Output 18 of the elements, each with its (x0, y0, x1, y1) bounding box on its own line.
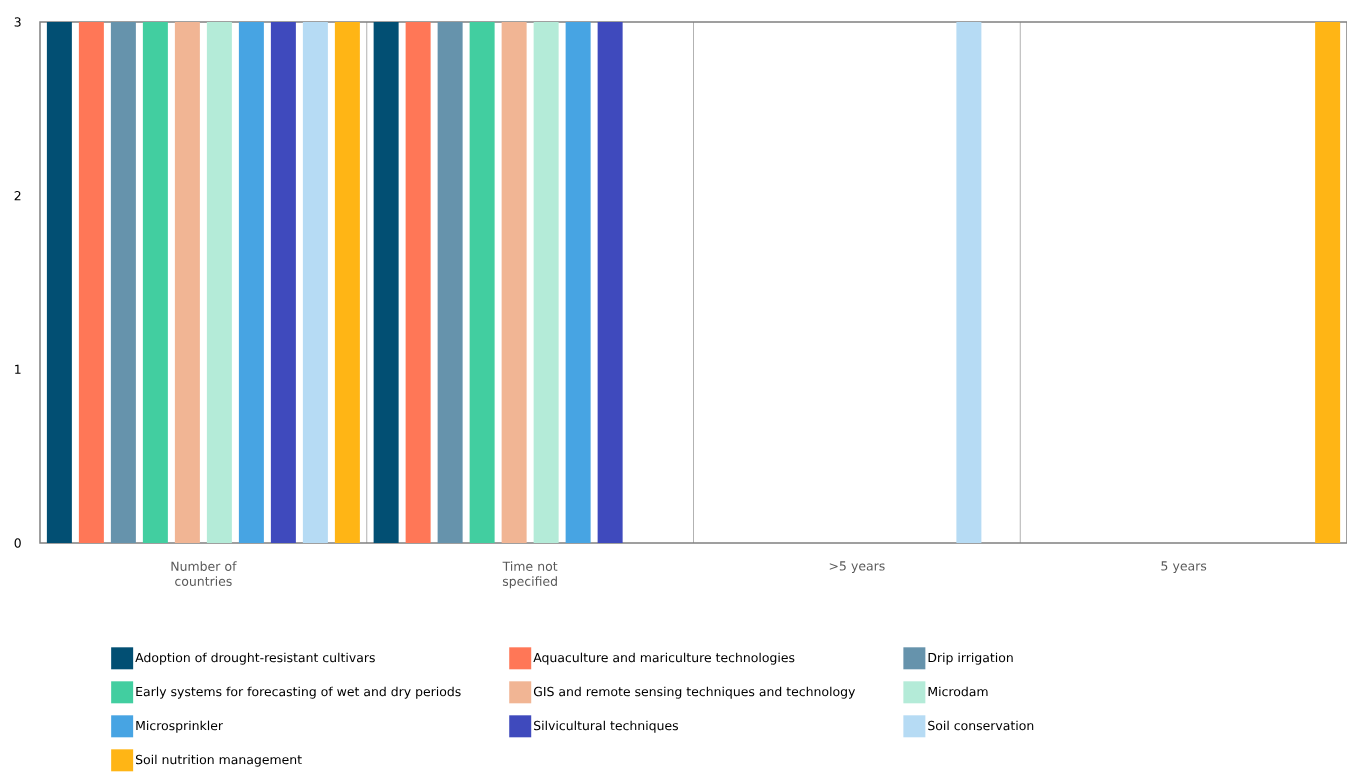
x-tick-label: >5 years (829, 561, 885, 574)
x-tick-label: Time not specified (502, 561, 558, 589)
legend-label: Aquaculture and mariculture technologies (533, 652, 795, 665)
y-tick-label: 1 (15, 364, 21, 374)
legend-label: Soil conservation (928, 720, 1034, 731)
x-tick-label: Number of countries (171, 561, 237, 586)
y-tick-label: 3 (14, 17, 21, 27)
legend-label: Drip irrigation (928, 652, 1013, 665)
legend-label: Microdam (928, 686, 988, 697)
y-tick-label: 0 (14, 538, 21, 548)
legend-label: Microsprinkler (136, 720, 224, 733)
legend-label: Early systems for forecasting of wet and dry periods (136, 686, 461, 699)
legend-label: Adoption of drought-resistant cultivars (135, 652, 375, 665)
x-tick-label: 5 years (1161, 561, 1207, 574)
legend-label: GIS and remote sensing techniques and technology (533, 686, 856, 699)
legend-label: Soil nutrition management (135, 754, 302, 767)
y-tick-label: 2 (14, 191, 21, 201)
legend-label: Silvicultural techniques (534, 720, 679, 733)
